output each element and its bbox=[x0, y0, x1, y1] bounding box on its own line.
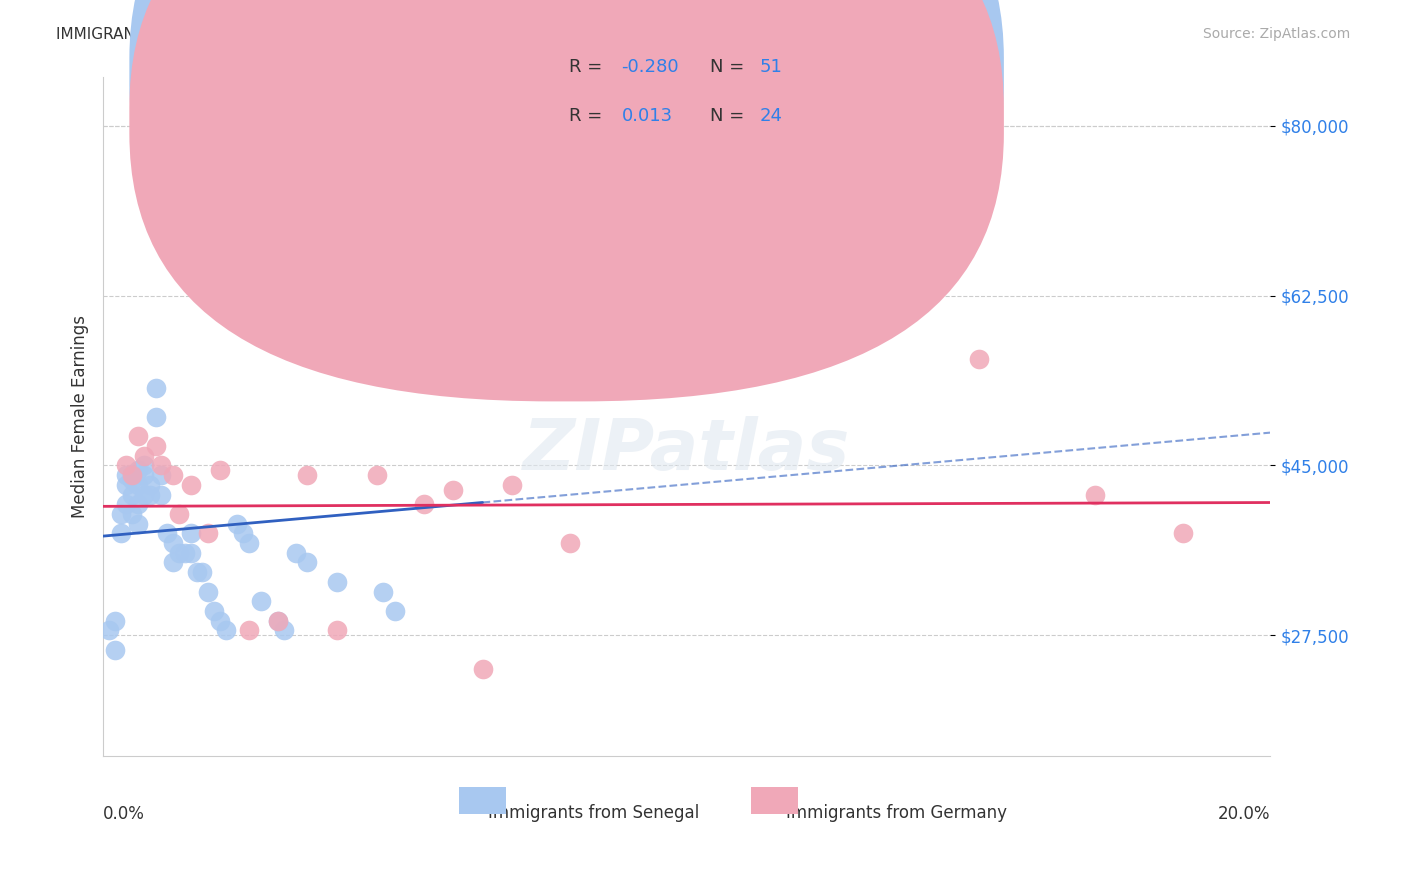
Text: ZIPatlas: ZIPatlas bbox=[523, 417, 851, 485]
Text: R =: R = bbox=[569, 58, 609, 76]
Point bbox=[162, 536, 184, 550]
Point bbox=[373, 584, 395, 599]
Point bbox=[121, 507, 143, 521]
Point bbox=[471, 662, 494, 676]
Point bbox=[104, 642, 127, 657]
Bar bbox=[751, 787, 797, 814]
Point bbox=[238, 624, 260, 638]
Point bbox=[267, 614, 290, 628]
Text: IMMIGRANTS FROM SENEGAL VS IMMIGRANTS FROM GERMANY MEDIAN FEMALE EARNINGS CORREL: IMMIGRANTS FROM SENEGAL VS IMMIGRANTS FR… bbox=[56, 27, 922, 42]
Point bbox=[249, 594, 271, 608]
Point bbox=[173, 546, 195, 560]
Point bbox=[162, 556, 184, 570]
Point bbox=[215, 624, 238, 638]
Point bbox=[145, 381, 167, 395]
Text: R =: R = bbox=[569, 107, 609, 125]
Point bbox=[441, 483, 464, 497]
Text: Immigrants from Senegal: Immigrants from Senegal bbox=[488, 804, 699, 822]
Point bbox=[121, 468, 143, 483]
Y-axis label: Median Female Earnings: Median Female Earnings bbox=[72, 316, 89, 518]
Point bbox=[226, 516, 249, 531]
Point bbox=[115, 478, 138, 492]
Point bbox=[150, 487, 173, 501]
Point bbox=[197, 584, 219, 599]
Point bbox=[115, 458, 138, 473]
Point bbox=[132, 468, 155, 483]
Point bbox=[127, 429, 149, 443]
Text: 0.013: 0.013 bbox=[621, 107, 672, 125]
Point bbox=[366, 468, 388, 483]
Point bbox=[150, 458, 173, 473]
Point bbox=[127, 478, 149, 492]
Point bbox=[202, 604, 225, 618]
Point bbox=[297, 556, 319, 570]
Point bbox=[98, 624, 121, 638]
Point bbox=[208, 463, 231, 477]
Point bbox=[110, 507, 132, 521]
Point bbox=[284, 546, 307, 560]
Text: Source: ZipAtlas.com: Source: ZipAtlas.com bbox=[1202, 27, 1350, 41]
Point bbox=[121, 487, 143, 501]
Point bbox=[132, 458, 155, 473]
Point bbox=[384, 604, 406, 618]
Point bbox=[558, 536, 581, 550]
Point bbox=[232, 526, 254, 541]
Text: 20.0%: 20.0% bbox=[1218, 805, 1271, 823]
Point bbox=[156, 526, 179, 541]
Point bbox=[121, 468, 143, 483]
Point bbox=[132, 449, 155, 463]
Point bbox=[1084, 487, 1107, 501]
Point bbox=[115, 497, 138, 511]
Point bbox=[197, 526, 219, 541]
Point bbox=[121, 473, 143, 487]
Point bbox=[127, 497, 149, 511]
Point bbox=[115, 468, 138, 483]
Point bbox=[325, 574, 347, 589]
Bar bbox=[460, 787, 506, 814]
Point bbox=[167, 546, 190, 560]
Text: Immigrants from Germany: Immigrants from Germany bbox=[786, 804, 1008, 822]
Point bbox=[150, 468, 173, 483]
Point bbox=[501, 478, 523, 492]
Text: N =: N = bbox=[710, 58, 749, 76]
Text: 51: 51 bbox=[759, 58, 782, 76]
Point bbox=[180, 526, 202, 541]
Point bbox=[110, 526, 132, 541]
Point bbox=[127, 463, 149, 477]
Point bbox=[104, 614, 127, 628]
Text: 24: 24 bbox=[759, 107, 782, 125]
Point bbox=[139, 478, 162, 492]
Point bbox=[413, 497, 436, 511]
Point bbox=[167, 507, 190, 521]
Point bbox=[139, 487, 162, 501]
Point bbox=[180, 478, 202, 492]
Point bbox=[145, 439, 167, 453]
Point bbox=[967, 351, 990, 366]
Point bbox=[1171, 526, 1194, 541]
Point bbox=[145, 409, 167, 424]
Point bbox=[162, 468, 184, 483]
Point bbox=[297, 468, 319, 483]
Point bbox=[208, 614, 231, 628]
Point bbox=[180, 546, 202, 560]
Point bbox=[127, 516, 149, 531]
Point bbox=[273, 624, 295, 638]
Text: -0.280: -0.280 bbox=[621, 58, 679, 76]
Point bbox=[325, 624, 347, 638]
Point bbox=[238, 536, 260, 550]
Point bbox=[441, 274, 464, 288]
Point bbox=[471, 293, 494, 308]
Point bbox=[132, 487, 155, 501]
Point bbox=[186, 565, 208, 579]
Text: 0.0%: 0.0% bbox=[103, 805, 145, 823]
Point bbox=[191, 565, 214, 579]
Point bbox=[267, 614, 290, 628]
Text: N =: N = bbox=[710, 107, 749, 125]
